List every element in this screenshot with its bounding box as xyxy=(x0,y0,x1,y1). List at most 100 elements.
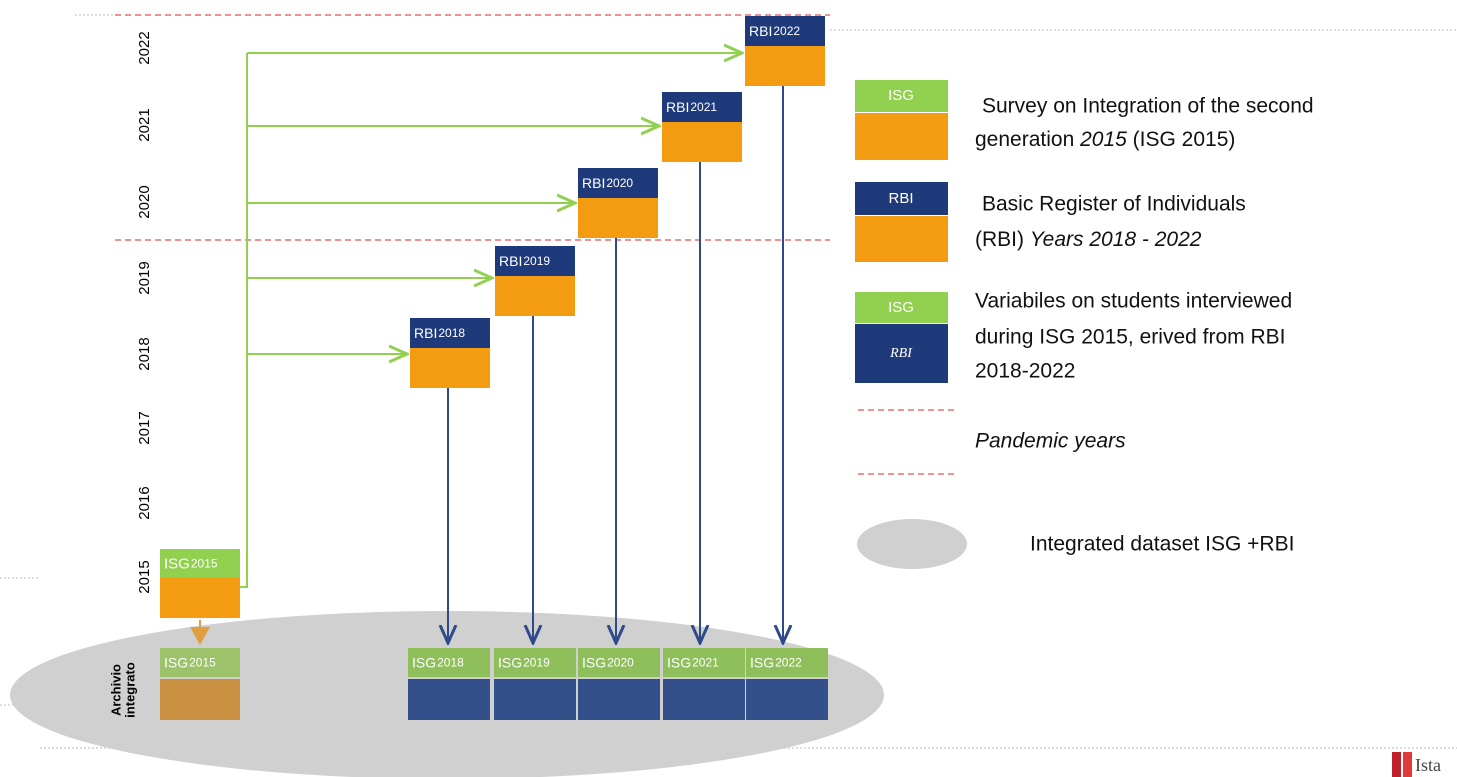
box-label: ISG2019 xyxy=(498,654,550,670)
legend-isg xyxy=(855,80,948,112)
box-label-name: ISG xyxy=(667,654,691,670)
survey-connector xyxy=(240,53,248,588)
integrated-box xyxy=(663,679,745,720)
box-label-name: ISG xyxy=(164,555,190,572)
legend-box-label: RBI xyxy=(889,346,913,361)
box-label: RBI2020 xyxy=(582,175,633,191)
box-label-year: 2018 xyxy=(438,326,465,340)
legend-ellipse xyxy=(857,519,967,569)
year-label: 2017 xyxy=(136,411,153,444)
year-label: 2021 xyxy=(136,108,153,141)
integrated-box xyxy=(746,679,828,720)
pandemic-lines xyxy=(115,14,958,475)
box-label-name: ISG xyxy=(164,654,188,670)
register-box xyxy=(662,122,742,162)
year-label: 2018 xyxy=(136,337,153,370)
year-label: 2015 xyxy=(136,560,153,593)
legend-text-italic: 2015 xyxy=(1079,128,1127,151)
legend-text: during ISG 2015, erived from RBI xyxy=(975,326,1285,349)
legend-text-italic: Years 2018 - 2022 xyxy=(1030,228,1202,251)
logo: Ista xyxy=(1415,755,1441,775)
box-label: RBI2022 xyxy=(749,23,800,39)
box-label-year: 2020 xyxy=(607,656,634,670)
box-label-year: 2021 xyxy=(690,100,717,114)
box-label: ISG2022 xyxy=(750,654,802,670)
box-header xyxy=(745,16,825,46)
box-label: ISG2018 xyxy=(412,654,464,670)
box-header xyxy=(578,168,658,198)
box-label-name: ISG xyxy=(498,654,522,670)
survey-box xyxy=(160,578,240,618)
year-label: 2019 xyxy=(136,261,153,294)
legend-text: Integrated dataset ISG +RBI xyxy=(1030,533,1294,556)
box-label: ISG2020 xyxy=(582,654,634,670)
box-label-name: ISG xyxy=(582,654,606,670)
box-header xyxy=(746,648,828,677)
box-header xyxy=(160,549,240,578)
box-label-name: RBI xyxy=(582,175,605,191)
year-label: 2022 xyxy=(136,31,153,64)
legend-text: 2018-2022 xyxy=(975,360,1075,383)
box-header xyxy=(663,648,745,677)
box-label-year: 2020 xyxy=(606,176,633,190)
register-box xyxy=(745,46,825,86)
box-header xyxy=(408,648,490,677)
box-label-year: 2015 xyxy=(191,557,218,571)
integrated-box xyxy=(160,679,240,720)
legend-box-label: ISG xyxy=(888,87,914,104)
legend-text: (RBI) Years 2018 - 2022 xyxy=(975,228,1202,251)
register-box xyxy=(410,348,490,388)
box-label: RBI2021 xyxy=(666,99,717,115)
legend-text-part: generation xyxy=(975,128,1080,151)
archive-label: Archivio xyxy=(108,664,123,716)
box-label-name: RBI xyxy=(749,23,772,39)
register-box xyxy=(578,198,658,238)
logo-mark xyxy=(1403,752,1412,777)
legend-text: generation 2015 (ISG 2015) xyxy=(975,128,1235,151)
archive-label: integrato xyxy=(122,662,137,718)
legend-isg xyxy=(855,292,948,323)
box-label-year: 2021 xyxy=(692,656,719,670)
legend-text: Survey on Integration of the second xyxy=(982,95,1314,118)
box-header xyxy=(160,648,240,677)
box-label-name: ISG xyxy=(412,654,436,670)
register-box xyxy=(495,276,575,316)
legend-orange xyxy=(855,216,948,262)
legend-orange xyxy=(855,113,948,160)
box-label-year: 2019 xyxy=(523,656,550,670)
box-header xyxy=(578,648,660,677)
box-label-name: ISG xyxy=(750,654,774,670)
integrated-box xyxy=(494,679,576,720)
box-label: RBI2018 xyxy=(414,325,465,341)
legend-box-label: ISG xyxy=(888,299,914,316)
year-label: 2020 xyxy=(136,185,153,218)
box-header xyxy=(410,318,490,348)
integrated-box xyxy=(578,679,660,720)
box-label-name: RBI xyxy=(666,99,689,115)
box-label-year: 2022 xyxy=(773,24,800,38)
box-header xyxy=(495,246,575,276)
legend-box-label: RBI xyxy=(888,190,913,207)
legend-text-part: (ISG 2015) xyxy=(1127,128,1236,151)
box-label: RBI2019 xyxy=(499,253,550,269)
box-label: ISG2015 xyxy=(164,654,216,670)
box-label: ISG2015 xyxy=(164,555,218,572)
box-label-name: RBI xyxy=(499,253,522,269)
year-label: 2016 xyxy=(136,486,153,519)
box-label-year: 2022 xyxy=(775,656,802,670)
logo-mark xyxy=(1392,752,1401,777)
legend-text: Basic Register of Individuals xyxy=(982,193,1246,216)
legend-rbi xyxy=(855,324,948,383)
box-label-name: RBI xyxy=(414,325,437,341)
legend-text: Pandemic years xyxy=(975,430,1126,453)
box-header xyxy=(494,648,576,677)
legend-text-part: (RBI) xyxy=(975,228,1030,251)
box-label: ISG2021 xyxy=(667,654,719,670)
integrated-box xyxy=(408,679,490,720)
legend-rbi xyxy=(855,182,948,215)
box-label-year: 2019 xyxy=(523,254,550,268)
legend-text: Variabiles on students interviewed xyxy=(975,290,1292,313)
box-label-year: 2015 xyxy=(189,656,216,670)
box-header xyxy=(662,92,742,122)
